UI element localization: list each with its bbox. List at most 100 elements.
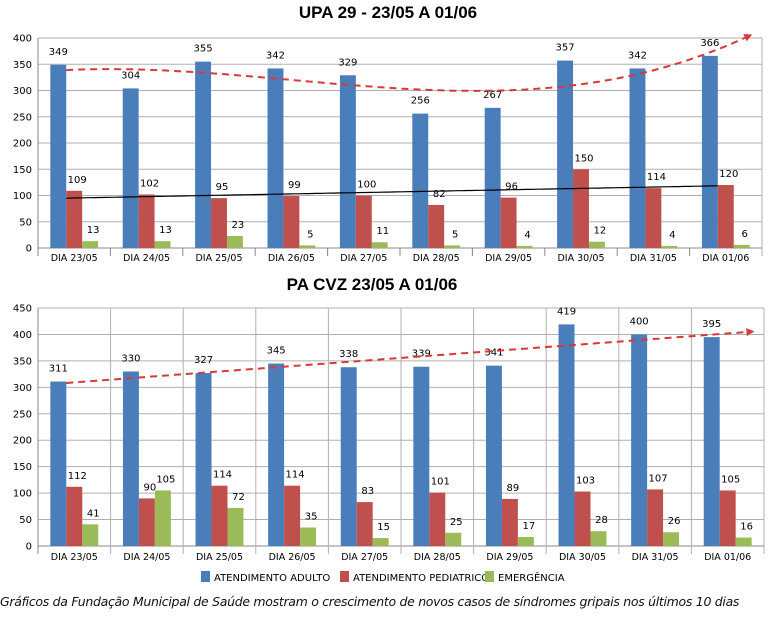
y-tick-label: 400 [13,330,32,341]
category-label: DIA 30/05 [557,253,604,264]
trendline-adult [66,34,753,92]
y-tick-label: 250 [13,409,32,420]
category-label: DIA 01/06 [704,552,751,563]
legend-swatch-pediatric [340,571,349,582]
bar-pediatric [356,502,373,546]
data-label-emergency: 35 [305,511,318,522]
data-label-emergency: 12 [594,226,607,237]
y-tick-label: 100 [13,191,32,202]
y-tick-label: 50 [19,217,32,228]
data-label-adult: 355 [194,44,213,55]
chart-title-upa29: UPA 29 - 23/05 A 01/06 [299,3,477,22]
category-label: DIA 25/05 [196,552,243,563]
category-label: DIA 24/05 [123,253,170,264]
y-tick-label: 150 [13,462,32,473]
bar-pediatric [355,195,372,248]
bar-adult [557,60,574,249]
data-label-pediatric: 114 [286,470,305,481]
bar-emergency [735,537,752,546]
data-label-adult: 311 [49,364,68,375]
data-label-emergency: 13 [87,225,100,236]
data-label-emergency: 105 [156,474,175,485]
bar-emergency [371,242,388,248]
data-label-pediatric: 82 [433,189,446,200]
data-label-pediatric: 120 [719,169,738,180]
y-tick-label: 100 [13,489,32,500]
data-label-adult: 419 [557,306,576,317]
data-label-emergency: 23 [232,220,245,231]
data-label-pediatric: 95 [216,182,229,193]
bar-adult [413,366,430,546]
legend-label-adult: ATENDIMENTO ADULTO [214,573,330,584]
data-label-pediatric: 109 [68,175,87,186]
bar-emergency [82,241,99,248]
data-label-emergency: 25 [450,517,463,528]
bar-pediatric [501,498,518,546]
category-label: DIA 29/05 [485,253,532,264]
category-label: DIA 29/05 [486,552,533,563]
trendline-adult [66,328,755,384]
bar-pediatric [138,498,155,546]
bar-adult [485,365,502,546]
data-label-pediatric: 101 [431,477,450,488]
y-tick-label: 300 [13,86,32,97]
data-label-adult: 329 [338,57,357,68]
category-label: DIA 31/05 [632,552,679,563]
bar-emergency [516,245,533,248]
bar-pediatric [719,490,736,546]
category-label: DIA 23/05 [51,253,98,264]
legend-swatch-adult [201,571,210,582]
data-label-pediatric: 105 [721,474,740,485]
data-label-adult: 357 [556,43,575,54]
category-label: DIA 27/05 [340,253,387,264]
category-label: DIA 28/05 [414,552,461,563]
data-label-pediatric: 99 [288,180,301,191]
bar-adult [340,367,357,546]
data-label-pediatric: 100 [357,180,376,191]
category-label: DIA 26/05 [268,253,315,264]
data-label-adult: 338 [339,349,358,360]
bar-adult [268,363,285,546]
bar-pediatric [211,485,228,546]
category-label: DIA 28/05 [413,253,460,264]
data-label-adult: 267 [483,90,502,101]
y-tick-label: 150 [13,165,32,176]
data-label-emergency: 72 [232,492,245,503]
data-label-emergency: 15 [377,522,390,533]
data-label-emergency: 16 [740,522,753,533]
bar-emergency [226,235,243,248]
data-label-adult: 342 [628,50,647,61]
bar-emergency [444,245,461,248]
bar-pediatric [647,489,664,546]
data-label-emergency: 11 [376,226,389,237]
legend-label-pediatric: ATENDIMENTO PEDIATRICO [353,573,489,584]
data-label-adult: 256 [411,96,430,107]
data-label-adult: 349 [49,47,68,58]
bar-adult [50,64,67,249]
data-label-pediatric: 90 [144,482,157,493]
legend-swatch-emergency [485,571,494,582]
bar-adult [629,68,646,248]
y-tick-label: 350 [13,356,32,367]
data-label-emergency: 28 [595,515,608,526]
data-label-emergency: 5 [307,229,313,240]
data-label-adult: 345 [267,346,286,357]
bar-pediatric [283,196,300,248]
data-label-emergency: 41 [87,508,100,519]
bar-pediatric [284,485,301,546]
data-label-emergency: 4 [524,230,530,241]
bar-pediatric [645,188,662,248]
data-label-pediatric: 107 [649,473,668,484]
bar-pediatric [211,198,227,248]
category-label: DIA 27/05 [341,552,388,563]
bar-emergency [154,241,171,248]
data-label-emergency: 17 [523,521,536,532]
y-tick-label: 200 [13,436,32,447]
bar-emergency [154,490,171,546]
data-label-adult: 395 [702,319,721,330]
bar-pediatric [500,197,517,248]
bar-pediatric [429,492,446,546]
bar-adult [267,68,284,248]
data-label-adult: 304 [121,70,140,81]
